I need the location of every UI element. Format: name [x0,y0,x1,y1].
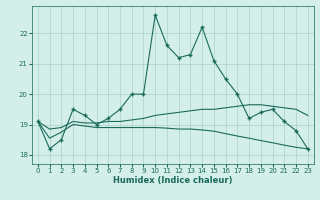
X-axis label: Humidex (Indice chaleur): Humidex (Indice chaleur) [113,176,233,185]
